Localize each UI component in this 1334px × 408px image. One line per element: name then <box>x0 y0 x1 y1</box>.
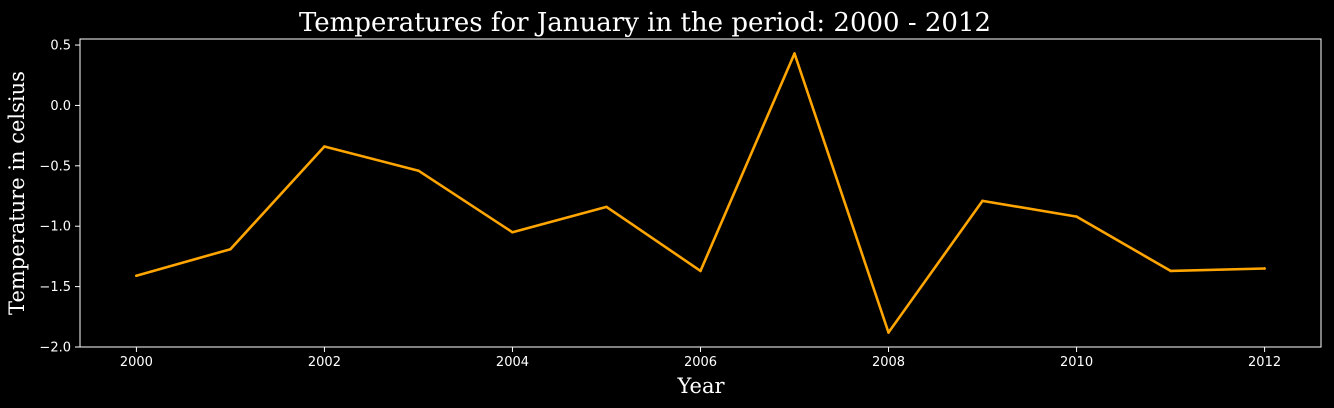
y-tick-label: −1.5 <box>39 280 71 295</box>
data-point <box>229 247 232 251</box>
x-tick-label: 2008 <box>872 355 905 370</box>
chart-title: Temperatures for January in the period: … <box>299 8 991 38</box>
data-point <box>511 230 514 234</box>
plot-area: 2000 2002 2004 2006 2008 2010 2012 −2.0 −1.5 −1.… <box>39 38 1322 370</box>
x-tick-label: 2004 <box>496 355 529 370</box>
y-tick-label: 0.5 <box>50 39 71 54</box>
data-point <box>323 145 326 148</box>
y-tick-label: −0.5 <box>39 159 71 174</box>
x-tick-label: 2000 <box>120 355 153 370</box>
x-tick-label: 2010 <box>1060 355 1093 370</box>
series-group <box>135 52 1266 334</box>
data-point <box>417 169 420 172</box>
y-tick-label: −2.0 <box>39 341 71 356</box>
series-line-0 <box>135 52 1266 334</box>
x-tick-label: 2006 <box>684 355 717 370</box>
x-axis: 2000 2002 2004 2006 2008 2010 2012 <box>120 347 1281 370</box>
x-tick-label: 2002 <box>308 355 341 370</box>
data-point <box>605 205 608 209</box>
axes-frame <box>79 38 1322 348</box>
data-point <box>699 269 702 273</box>
x-tick-label: 2012 <box>1248 355 1281 370</box>
data-point <box>1169 269 1172 273</box>
data-point <box>981 199 984 203</box>
data-point <box>135 274 138 278</box>
data-point <box>1075 215 1078 218</box>
data-point <box>1263 267 1266 270</box>
y-axis: −2.0 −1.5 −1.0 −0.5 0.0 0.5 <box>39 39 80 356</box>
y-tick-label: −1.0 <box>39 220 71 235</box>
data-point <box>793 52 796 55</box>
x-axis-label: Year <box>676 374 725 398</box>
y-tick-label: 0.0 <box>50 99 71 114</box>
data-point <box>887 331 890 334</box>
y-axis-label: Temperature in celsius <box>5 71 29 315</box>
